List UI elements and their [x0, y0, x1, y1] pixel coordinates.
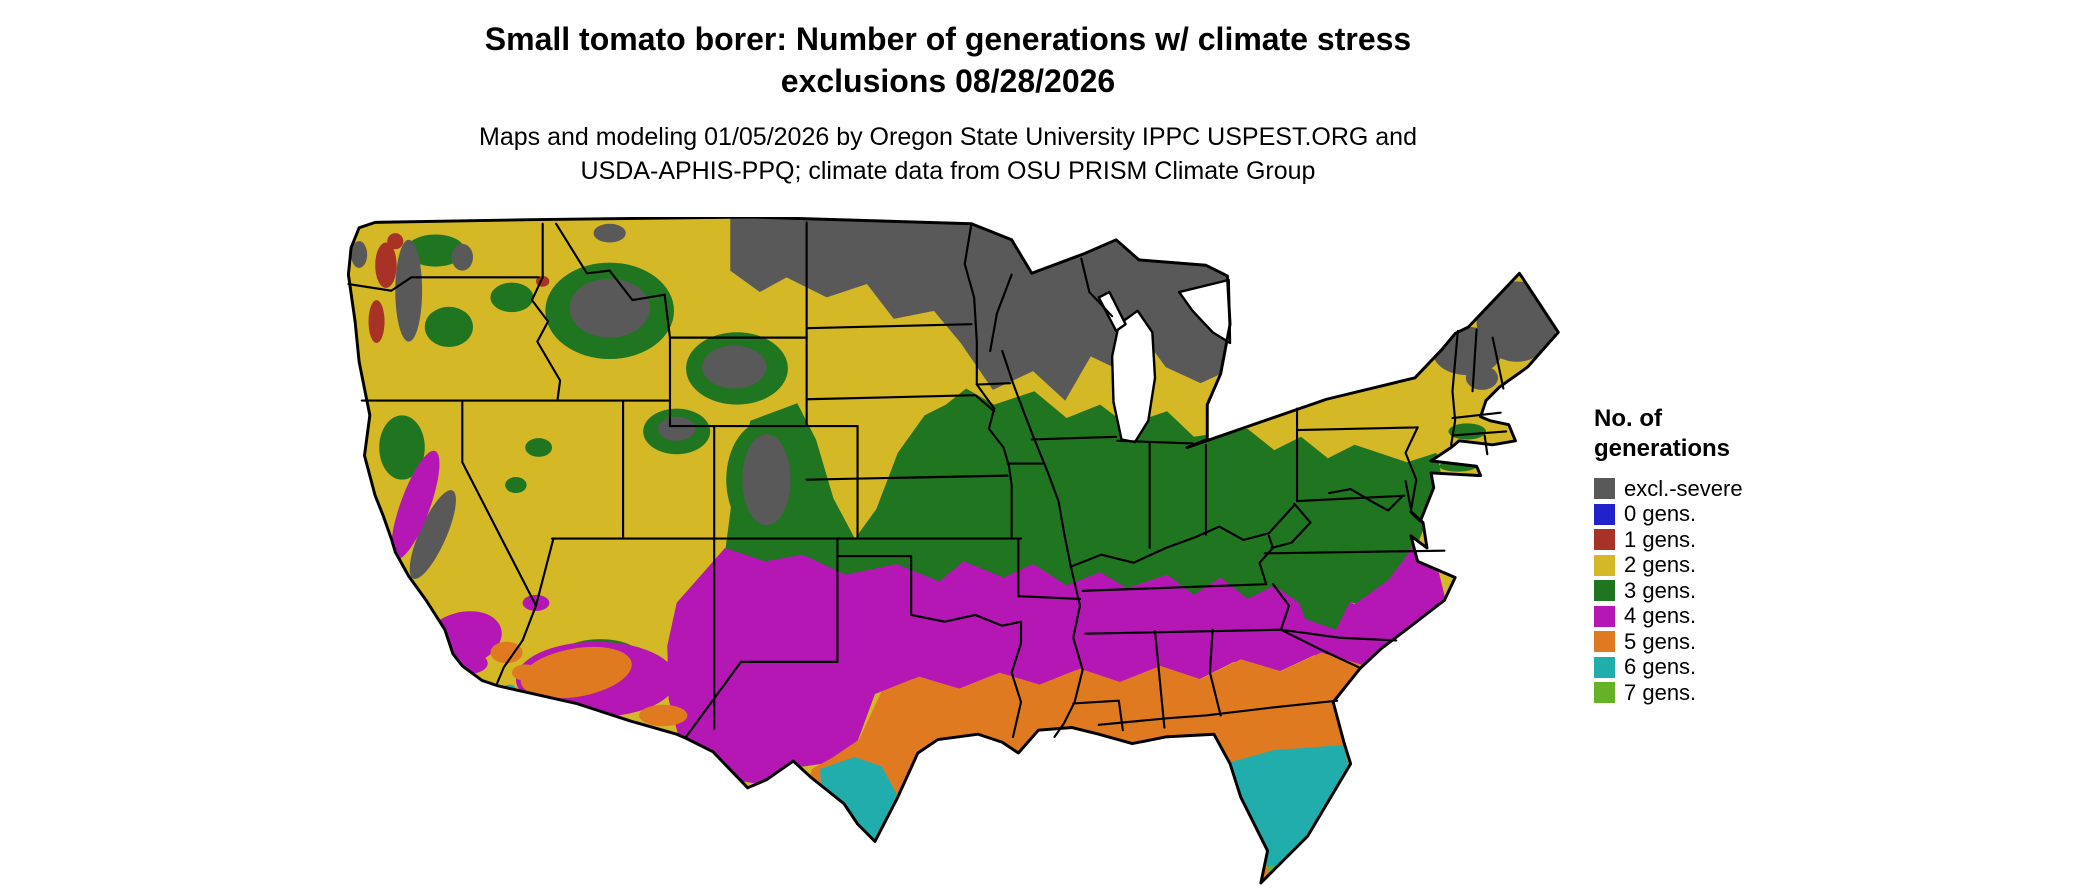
- us-outline: [346, 217, 1560, 885]
- legend-item-label: 3 gens.: [1624, 577, 1697, 603]
- legend-item: 1 gens.: [1594, 527, 1834, 553]
- map-region-3-gens-patches: [379, 234, 1486, 693]
- map-region-3-gens-band: [724, 388, 1444, 610]
- legend-item-label: 4 gens.: [1624, 603, 1697, 629]
- map-region-excl-north: [730, 217, 1236, 401]
- legend-swatch: [1594, 605, 1615, 627]
- legend-title: No. of generations: [1594, 404, 1834, 464]
- legend-swatch: [1594, 631, 1615, 653]
- us-generations-map: [335, 217, 1561, 887]
- map-region-appalachian-green: [1289, 562, 1354, 630]
- legend-item-label: 1 gens.: [1624, 526, 1697, 552]
- page-subtitle: Maps and modeling 01/05/2026 by Oregon S…: [248, 120, 1648, 188]
- legend-swatch: [1594, 478, 1615, 500]
- green-bay: [1097, 290, 1127, 333]
- map-region-4-gens-band: [667, 539, 1446, 786]
- map-svg: [346, 217, 1560, 885]
- legend-swatch: [1594, 682, 1615, 704]
- page-title: Small tomato borer: Number of generation…: [248, 18, 1648, 102]
- legend-item: 5 gens.: [1594, 629, 1834, 655]
- state-borders: [347, 221, 1508, 738]
- map-region-5-gens-west: [490, 641, 688, 727]
- title-line-1: Small tomato borer: Number of generation…: [484, 21, 1412, 57]
- legend-swatch: [1594, 554, 1615, 576]
- legend-items: excl.-severe 0 gens. 1 gens. 2 gens. 3 g…: [1594, 476, 1834, 706]
- legend-item-label: 6 gens.: [1624, 654, 1697, 680]
- legend-item-label: 0 gens.: [1624, 501, 1697, 527]
- legend-swatch: [1594, 580, 1615, 602]
- lake-michigan: [1110, 309, 1157, 444]
- legend-item: 0 gens.: [1594, 502, 1834, 528]
- legend-item: 6 gens.: [1594, 655, 1834, 681]
- legend-item-label: 2 gens.: [1624, 552, 1697, 578]
- title-line-2: exclusions 08/28/2026: [780, 63, 1116, 100]
- great-lakes: [1097, 278, 1232, 444]
- legend-item: excl.-severe: [1594, 476, 1834, 502]
- legend-item: 4 gens.: [1594, 604, 1834, 630]
- legend-item: 2 gens.: [1594, 553, 1834, 579]
- lake-huron: [1177, 278, 1232, 345]
- legend-item-label: 7 gens.: [1624, 679, 1697, 705]
- subtitle-line-1: Maps and modeling 01/05/2026 by Oregon S…: [479, 123, 1417, 152]
- legend-item-label: excl.-severe: [1624, 475, 1743, 501]
- legend-item-label: 5 gens.: [1624, 628, 1697, 654]
- legend-item: 7 gens.: [1594, 680, 1834, 706]
- map-region-1-gens-patches: [368, 233, 550, 343]
- legend-swatch: [1594, 503, 1615, 525]
- legend: No. of generations excl.-severe 0 gens. 1…: [1594, 404, 1834, 706]
- legend-swatch: [1594, 529, 1615, 551]
- legend-title-line-1: No. of: [1594, 405, 1662, 432]
- legend-swatch: [1594, 656, 1615, 678]
- map-region-7-gens: [873, 767, 1276, 883]
- legend-title-line-2: generations: [1594, 435, 1731, 462]
- legend-item: 3 gens.: [1594, 578, 1834, 604]
- subtitle-line-2: USDA-APHIS-PPQ; climate data from OSU PR…: [580, 157, 1316, 186]
- header: Small tomato borer: Number of generation…: [248, 18, 1648, 188]
